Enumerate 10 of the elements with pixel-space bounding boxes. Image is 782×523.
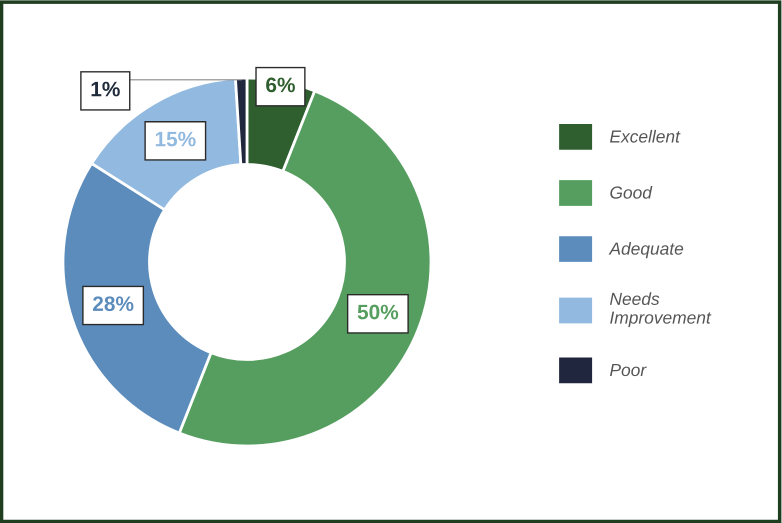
data-label: 6%: [266, 78, 295, 92]
legend-label: Poor: [610, 364, 647, 376]
data-label: 50%: [358, 304, 398, 320]
legend-label: Adequate: [608, 242, 684, 258]
data-label: 1%: [92, 82, 120, 96]
legend-label: Good: [610, 186, 652, 199]
data-label: 28%: [93, 296, 134, 312]
legend-label: Excellent: [610, 130, 681, 143]
legend-label: Needs Improvement: [610, 292, 712, 328]
data-label: 15%: [156, 132, 196, 146]
